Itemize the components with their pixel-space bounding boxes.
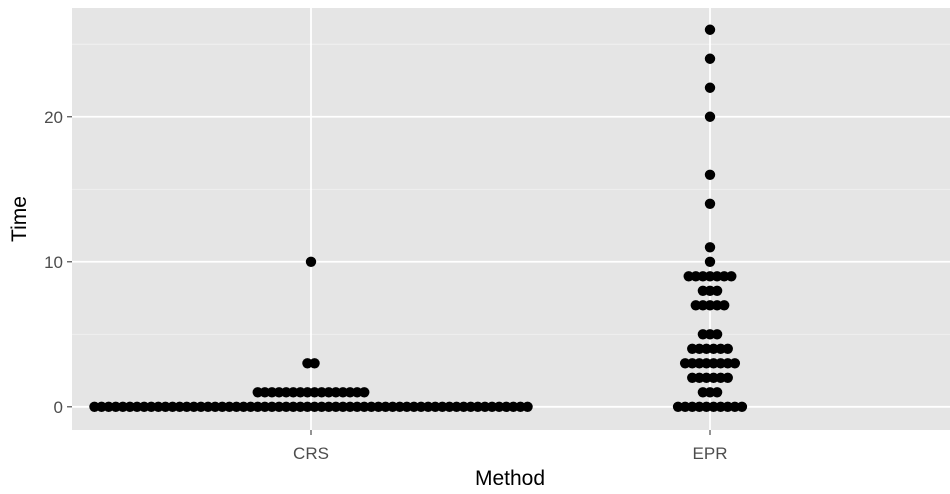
data-point — [711, 387, 723, 398]
data-point — [704, 242, 716, 253]
data-point — [729, 358, 741, 369]
x-axis: CRS EPR — [293, 430, 727, 463]
data-point — [359, 387, 370, 398]
data-point — [722, 343, 733, 354]
x-axis-title: Method — [475, 467, 545, 490]
data-point — [704, 256, 716, 267]
data-point — [704, 24, 716, 35]
data-point — [704, 53, 716, 64]
data-point — [719, 300, 730, 311]
data-point — [736, 401, 748, 412]
minor-gridlines — [72, 43, 950, 335]
data-point — [726, 271, 737, 282]
data-point — [704, 198, 716, 209]
data-point — [722, 372, 733, 383]
data-point — [704, 169, 716, 180]
x-tick-label: EPR — [693, 444, 728, 463]
data-points — [89, 24, 748, 412]
data-point — [711, 285, 723, 296]
data-point — [522, 401, 533, 412]
data-point — [309, 358, 320, 369]
y-tick-label: 10 — [44, 253, 63, 272]
plot-panel — [72, 8, 950, 430]
data-point — [711, 329, 723, 340]
y-axis-title: Time — [8, 196, 31, 242]
data-point — [305, 256, 317, 267]
y-tick-label: 20 — [44, 108, 63, 127]
y-tick-label: 0 — [54, 398, 63, 417]
y-axis: 0 10 20 — [44, 108, 72, 417]
x-tick-label: CRS — [293, 444, 329, 463]
data-point — [704, 111, 716, 122]
data-point — [704, 82, 716, 93]
